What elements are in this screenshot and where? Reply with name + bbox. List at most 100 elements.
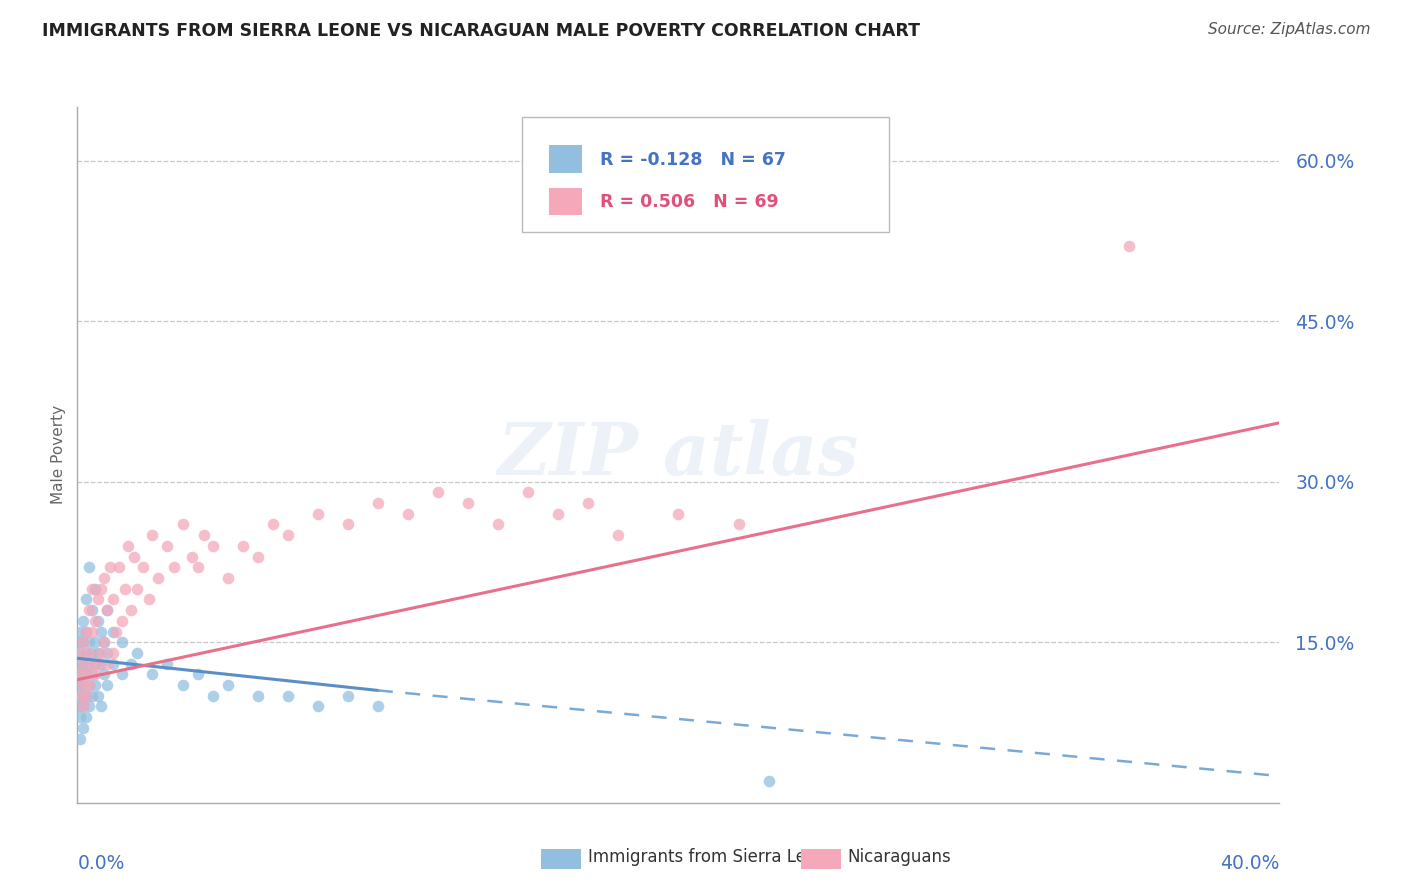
Point bbox=[79, 646, 101, 660]
Point bbox=[367, 496, 389, 510]
Point bbox=[69, 710, 91, 724]
Point bbox=[336, 689, 359, 703]
Point bbox=[72, 657, 94, 671]
Point bbox=[156, 539, 179, 553]
Point bbox=[69, 646, 91, 660]
Point bbox=[82, 689, 104, 703]
Point bbox=[72, 699, 94, 714]
Bar bbox=[548, 145, 582, 172]
Point bbox=[172, 517, 194, 532]
Point bbox=[84, 678, 107, 692]
Point bbox=[72, 657, 94, 671]
Point bbox=[90, 657, 112, 671]
Point bbox=[82, 646, 104, 660]
Point bbox=[75, 646, 97, 660]
Point bbox=[486, 517, 509, 532]
Point bbox=[124, 549, 146, 564]
Text: 40.0%: 40.0% bbox=[1220, 855, 1279, 873]
Point bbox=[72, 699, 94, 714]
Y-axis label: Male Poverty: Male Poverty bbox=[51, 405, 66, 505]
Point bbox=[111, 667, 134, 681]
Point bbox=[172, 678, 194, 692]
Point bbox=[427, 485, 450, 500]
Point bbox=[69, 689, 91, 703]
Point bbox=[758, 774, 780, 789]
Point bbox=[69, 678, 91, 692]
Point bbox=[217, 571, 239, 585]
Point bbox=[72, 721, 94, 735]
Point bbox=[367, 699, 389, 714]
Point bbox=[79, 603, 101, 617]
Point bbox=[727, 517, 749, 532]
Point bbox=[82, 657, 104, 671]
Point bbox=[127, 646, 149, 660]
FancyBboxPatch shape bbox=[522, 118, 889, 232]
Point bbox=[72, 689, 94, 703]
Point bbox=[307, 507, 329, 521]
Point bbox=[127, 582, 149, 596]
Text: R = 0.506   N = 69: R = 0.506 N = 69 bbox=[600, 193, 779, 211]
Point bbox=[69, 699, 91, 714]
Point bbox=[307, 699, 329, 714]
Point bbox=[103, 624, 125, 639]
Point bbox=[87, 592, 110, 607]
Point bbox=[90, 699, 112, 714]
Point bbox=[246, 689, 269, 703]
Point bbox=[82, 582, 104, 596]
Point bbox=[232, 539, 254, 553]
Point bbox=[79, 560, 101, 574]
Point bbox=[82, 624, 104, 639]
Point bbox=[547, 507, 569, 521]
Point bbox=[79, 678, 101, 692]
Point bbox=[93, 667, 115, 681]
Point bbox=[201, 689, 224, 703]
Point bbox=[576, 496, 599, 510]
Point bbox=[90, 646, 112, 660]
Point bbox=[277, 689, 299, 703]
Text: Immigrants from Sierra Leone: Immigrants from Sierra Leone bbox=[588, 848, 837, 866]
Point bbox=[69, 624, 91, 639]
Point bbox=[72, 635, 94, 649]
Point bbox=[90, 624, 112, 639]
Point bbox=[75, 592, 97, 607]
Point bbox=[69, 731, 91, 746]
Point bbox=[84, 635, 107, 649]
Point bbox=[69, 667, 91, 681]
Point bbox=[141, 528, 163, 542]
Point bbox=[141, 667, 163, 681]
Point bbox=[69, 646, 91, 660]
Point bbox=[75, 624, 97, 639]
Point bbox=[607, 528, 630, 542]
Point bbox=[84, 667, 107, 681]
Text: ZIP atlas: ZIP atlas bbox=[498, 419, 859, 491]
Point bbox=[96, 678, 118, 692]
Bar bbox=[548, 187, 582, 215]
Point bbox=[96, 603, 118, 617]
Text: R = -0.128   N = 67: R = -0.128 N = 67 bbox=[600, 151, 786, 169]
Point bbox=[75, 667, 97, 681]
Point bbox=[75, 689, 97, 703]
Point bbox=[82, 667, 104, 681]
Point bbox=[72, 678, 94, 692]
Point bbox=[72, 635, 94, 649]
Point bbox=[84, 657, 107, 671]
Point bbox=[87, 646, 110, 660]
Point bbox=[186, 560, 209, 574]
Point bbox=[1118, 239, 1140, 253]
Point bbox=[69, 667, 91, 681]
Point bbox=[75, 710, 97, 724]
Point bbox=[79, 657, 101, 671]
Point bbox=[75, 667, 97, 681]
Point bbox=[132, 560, 155, 574]
Point bbox=[79, 678, 101, 692]
Point bbox=[69, 635, 91, 649]
Point bbox=[396, 507, 419, 521]
Point bbox=[111, 614, 134, 628]
Point bbox=[108, 560, 131, 574]
Point bbox=[186, 667, 209, 681]
Point bbox=[93, 635, 115, 649]
Point bbox=[217, 678, 239, 692]
Point bbox=[75, 624, 97, 639]
Point bbox=[72, 614, 94, 628]
Text: Source: ZipAtlas.com: Source: ZipAtlas.com bbox=[1208, 22, 1371, 37]
